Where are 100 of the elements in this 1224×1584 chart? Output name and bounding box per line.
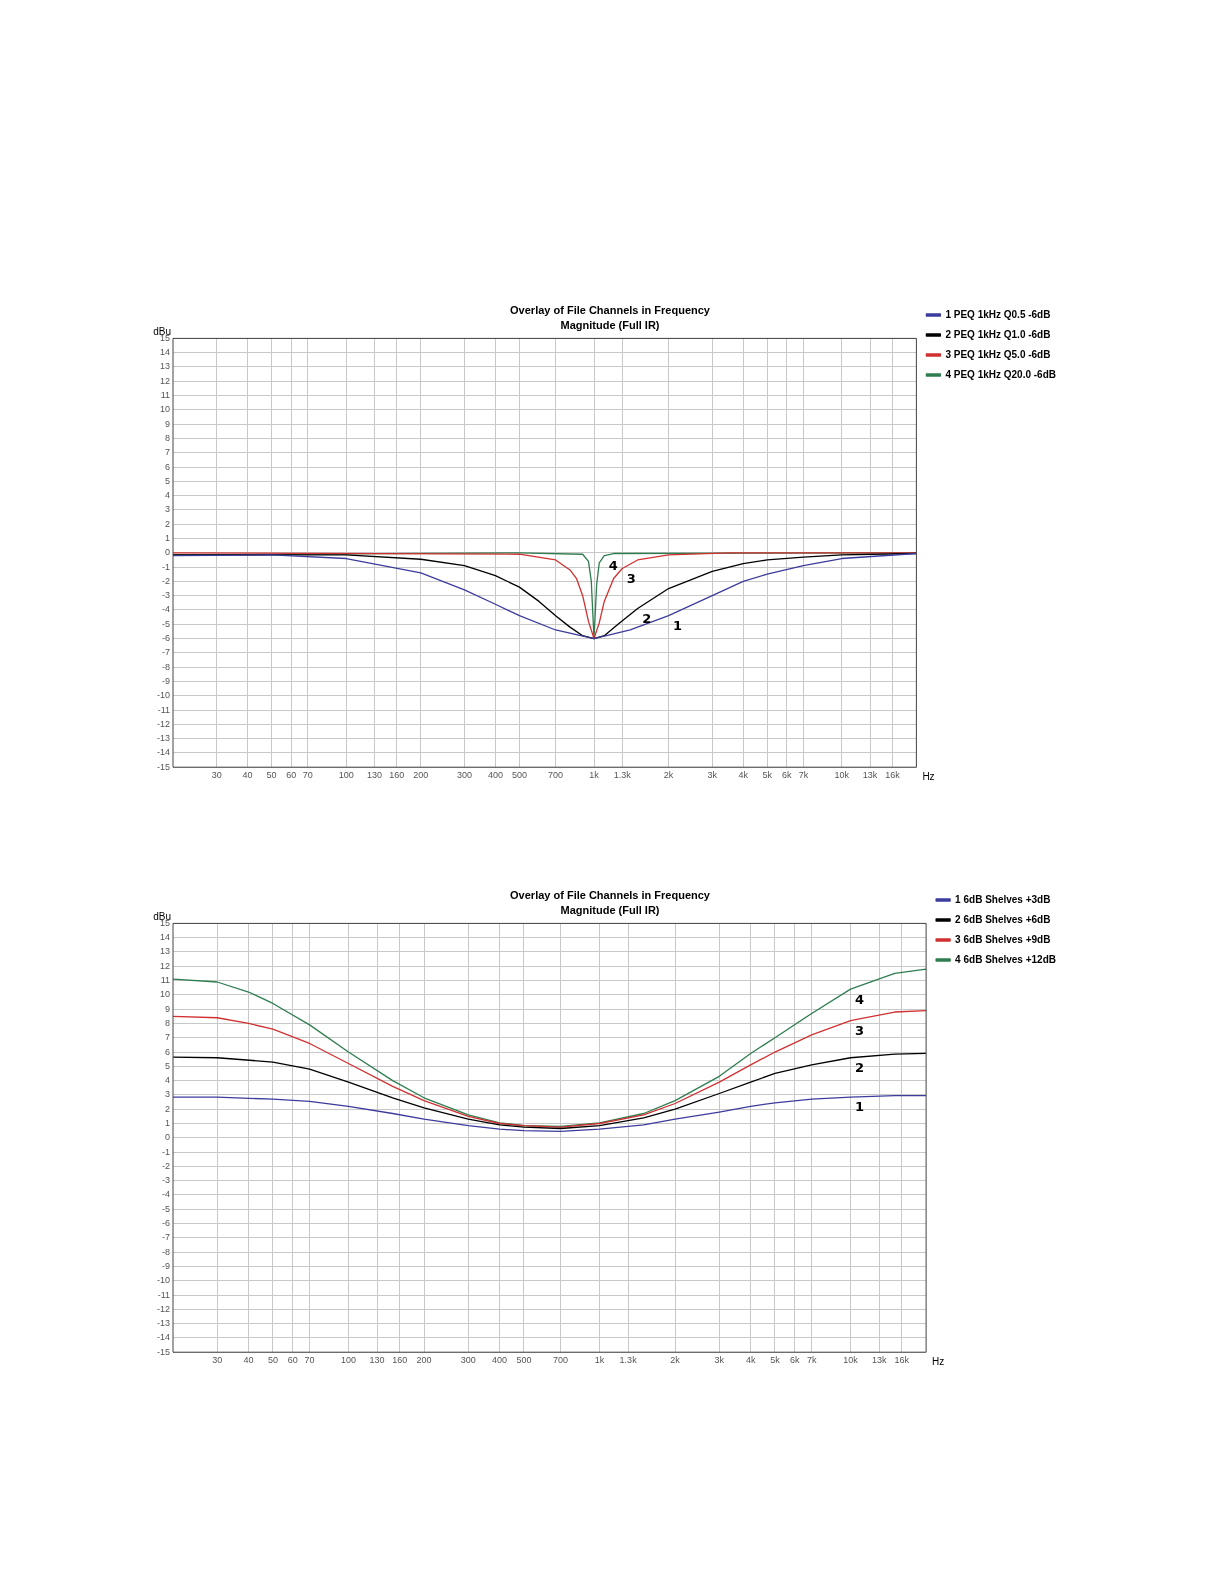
annotation: 1 <box>855 1099 865 1115</box>
y-tick-label: -13 <box>156 1318 171 1329</box>
y-tick-label: 3 <box>164 504 171 515</box>
y-tick-label: 5 <box>164 475 171 486</box>
annotation: 2 <box>855 1060 865 1076</box>
y-tick-label: 13 <box>159 361 171 372</box>
legend-label: 2 PEQ 1kHz Q1.0 -6dB <box>945 328 1051 340</box>
x-tick-label: 16k <box>885 770 901 781</box>
y-tick-label: 12 <box>159 375 171 386</box>
y-tick-label: 10 <box>159 404 171 415</box>
y-tick-label: 11 <box>160 975 171 986</box>
y-tick-label: -1 <box>161 1146 171 1157</box>
x-tick-label: 160 <box>392 1355 408 1366</box>
x-tick-label: 160 <box>389 770 405 781</box>
x-tick-label: 700 <box>548 770 564 781</box>
x-tick-label: 16k <box>894 1355 910 1366</box>
x-tick-label: 100 <box>340 1355 356 1366</box>
y-tick-label: -1 <box>161 561 171 572</box>
x-tick-label: 1k <box>594 1355 605 1366</box>
x-tick-label: 2k <box>670 1355 681 1366</box>
y-tick-label: 10 <box>159 989 171 1000</box>
y-tick-label: -14 <box>156 1332 171 1343</box>
y-tick-label: 5 <box>164 1060 171 1071</box>
x-tick-label: 10k <box>843 1355 859 1366</box>
x-tick-label: 130 <box>366 770 382 781</box>
y-tick-label: -4 <box>161 1189 171 1200</box>
y-tick-label: -2 <box>161 575 171 586</box>
legend-label: 4 PEQ 1kHz Q20.0 -6dB <box>945 368 1057 380</box>
y-tick-label: 11 <box>160 390 171 401</box>
y-tick-label: -3 <box>161 590 171 601</box>
y-tick-label: 0 <box>164 547 171 558</box>
chart-subtitle: Magnitude (Full IR) <box>560 903 660 916</box>
y-tick-label: -10 <box>156 1275 171 1286</box>
y-tick-label: 14 <box>159 347 171 358</box>
y-tick-label: -9 <box>161 675 171 686</box>
x-tick-label: 2k <box>663 770 674 781</box>
y-tick-label: 6 <box>164 1046 171 1057</box>
x-tick-label: 500 <box>511 770 527 781</box>
y-tick-label: -12 <box>156 1303 171 1314</box>
x-tick-label: 4k <box>738 770 749 781</box>
x-tick-label: 7k <box>798 770 809 781</box>
y-tick-label: -6 <box>161 1218 171 1229</box>
y-tick-label: -11 <box>157 1289 171 1300</box>
y-tick-label: -12 <box>156 718 171 729</box>
y-tick-label: -7 <box>161 1232 171 1243</box>
y-tick-label: -4 <box>161 604 171 615</box>
y-tick-label: -2 <box>161 1160 171 1171</box>
legend-label: 1 PEQ 1kHz Q0.5 -6dB <box>945 308 1051 320</box>
x-tick-label: 200 <box>413 770 429 781</box>
y-tick-label: -3 <box>161 1175 171 1186</box>
legend-label: 3 PEQ 1kHz Q5.0 -6dB <box>945 348 1051 360</box>
chart-title: Overlay of File Channels in Frequency <box>510 303 711 316</box>
y-tick-label: 13 <box>159 946 171 957</box>
y-tick-label: 9 <box>164 1003 171 1014</box>
x-tick-label: 50 <box>266 770 277 781</box>
chart-subtitle: Magnitude (Full IR) <box>560 318 660 331</box>
y-tick-label: 1 <box>164 1117 171 1128</box>
y-tick-label: 7 <box>164 1032 171 1043</box>
y-tick-label: -13 <box>156 733 171 744</box>
x-tick-label: 400 <box>492 1355 508 1366</box>
y-tick-label: 4 <box>164 1075 171 1086</box>
y-tick-label: 8 <box>164 1017 171 1028</box>
y-tick-label: -10 <box>156 690 171 701</box>
x-tick-label: 400 <box>487 770 503 781</box>
y-tick-label: 8 <box>164 432 171 443</box>
x-tick-label: 300 <box>460 1355 476 1366</box>
y-tick-label: -7 <box>161 647 171 658</box>
x-tick-label: 30 <box>212 1355 223 1366</box>
chart-title: Overlay of File Channels in Frequency <box>510 888 711 901</box>
legend-label: 3 6dB Shelves +9dB <box>955 933 1051 945</box>
y-tick-label: -8 <box>161 1246 171 1257</box>
annotation: 3 <box>626 570 636 586</box>
x-tick-label: 3k <box>714 1355 725 1366</box>
x-tick-label: 6k <box>782 770 793 781</box>
x-tick-label: 40 <box>243 1355 254 1366</box>
legend-label: 2 6dB Shelves +6dB <box>955 913 1051 925</box>
y-tick-label: 7 <box>164 447 171 458</box>
x-axis-title: Hz <box>932 1355 945 1367</box>
legend-label: 1 6dB Shelves +3dB <box>955 893 1051 905</box>
x-tick-label: 13k <box>862 770 878 781</box>
x-tick-label: 1k <box>589 770 600 781</box>
x-tick-label: 50 <box>267 1355 278 1366</box>
y-tick-label: -5 <box>161 618 171 629</box>
x-tick-label: 1.3k <box>613 770 632 781</box>
x-tick-label: 10k <box>834 770 850 781</box>
x-tick-label: 60 <box>286 770 297 781</box>
y-tick-label: 12 <box>159 960 171 971</box>
y-tick-label: 2 <box>164 1103 171 1114</box>
y-tick-label: 0 <box>164 1132 171 1143</box>
x-tick-label: 500 <box>516 1355 532 1366</box>
x-tick-label: 200 <box>416 1355 432 1366</box>
y-tick-label: -5 <box>161 1203 171 1214</box>
y-tick-label: 4 <box>164 490 171 501</box>
annotation: 3 <box>855 1022 865 1038</box>
x-tick-label: 130 <box>369 1355 385 1366</box>
legend-label: 4 6dB Shelves +12dB <box>955 953 1057 965</box>
y-tick-label: 6 <box>164 461 171 472</box>
x-tick-label: 70 <box>302 770 313 781</box>
x-tick-label: 70 <box>304 1355 315 1366</box>
y-tick-label: -11 <box>157 704 171 715</box>
